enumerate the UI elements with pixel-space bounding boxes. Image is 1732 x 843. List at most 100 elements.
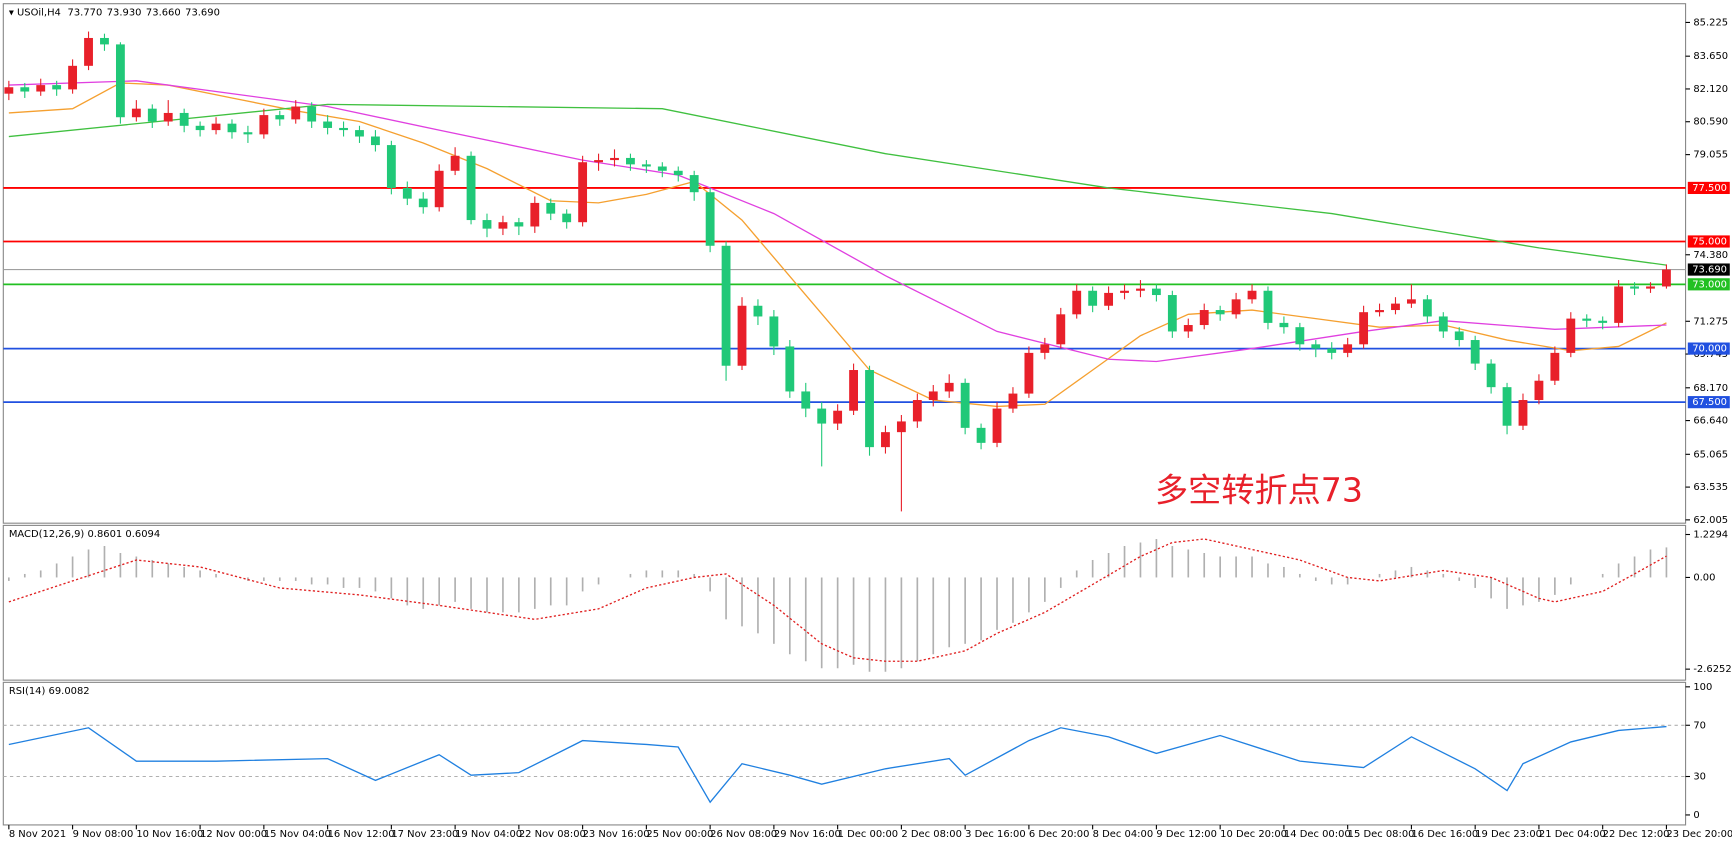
current-price-label: 73.690 bbox=[1692, 265, 1727, 276]
candle-body bbox=[1215, 310, 1225, 315]
x-tick-label: 17 Nov 23:00 bbox=[391, 829, 458, 840]
x-tick-label: 8 Dec 04:00 bbox=[1093, 829, 1154, 840]
x-tick-label: 16 Nov 12:00 bbox=[328, 829, 395, 840]
header-value: 73.930 bbox=[107, 8, 142, 19]
candle-body bbox=[1151, 288, 1161, 296]
moving-average bbox=[8, 103, 1667, 266]
candle-body bbox=[689, 175, 699, 193]
candle-body bbox=[562, 213, 572, 223]
x-tick-label: 21 Dec 04:00 bbox=[1539, 829, 1606, 840]
level-label: 70.000 bbox=[1692, 344, 1727, 355]
candle-body bbox=[1422, 299, 1432, 317]
level-label: 75.000 bbox=[1692, 236, 1727, 247]
x-tick-label: 19 Dec 23:00 bbox=[1475, 829, 1542, 840]
candle-body bbox=[1247, 290, 1257, 300]
candle-body bbox=[195, 125, 205, 131]
x-tick-label: 19 Nov 04:00 bbox=[455, 829, 522, 840]
header-value: 73.660 bbox=[146, 8, 181, 19]
candle-body bbox=[912, 400, 922, 422]
candle-body bbox=[785, 346, 795, 392]
candle-body bbox=[1566, 318, 1576, 353]
candle-body bbox=[307, 106, 317, 122]
candle-body bbox=[896, 421, 906, 433]
candle-body bbox=[84, 37, 93, 66]
y-tick-label: 0 bbox=[1693, 810, 1699, 821]
y-tick-label: 79.055 bbox=[1693, 150, 1728, 161]
chart-title: USOil,H4 bbox=[17, 8, 61, 19]
x-tick-label: 9 Dec 12:00 bbox=[1156, 829, 1217, 840]
candle-body bbox=[992, 408, 1002, 443]
header-value: 73.690 bbox=[185, 8, 220, 19]
level-label-box bbox=[1687, 396, 1730, 409]
annotation: 多空转折点73 bbox=[1155, 471, 1363, 510]
candle-body bbox=[721, 245, 731, 366]
candle-body bbox=[1614, 286, 1624, 323]
candle-body bbox=[610, 157, 619, 161]
candle-body bbox=[163, 112, 173, 122]
x-tick-label: 10 Nov 16:00 bbox=[136, 829, 203, 840]
candle-body bbox=[801, 391, 811, 409]
x-tick-label: 22 Nov 08:00 bbox=[519, 829, 586, 840]
x-tick-label: 9 Nov 08:00 bbox=[73, 829, 134, 840]
x-tick-label: 15 Dec 08:00 bbox=[1348, 829, 1415, 840]
candle-body bbox=[546, 202, 556, 214]
candle-body bbox=[1391, 303, 1400, 311]
candle-body bbox=[1040, 344, 1050, 353]
y-tick-label: 65.065 bbox=[1693, 449, 1728, 460]
header-value: 73.770 bbox=[68, 8, 103, 19]
y-tick-label: 100 bbox=[1693, 682, 1712, 693]
y-tick-label: -2.6252 bbox=[1693, 664, 1731, 675]
moving-average bbox=[8, 80, 1667, 363]
rsi-line bbox=[8, 725, 1667, 804]
candle-body bbox=[1550, 352, 1560, 381]
candle-body bbox=[673, 170, 683, 176]
y-tick-label: 80.590 bbox=[1693, 117, 1728, 128]
candle-body bbox=[594, 160, 603, 163]
candle-body bbox=[833, 410, 843, 424]
candle-body bbox=[1454, 331, 1464, 341]
candle-body bbox=[881, 432, 890, 448]
y-tick-label: 66.640 bbox=[1693, 416, 1728, 427]
candle-body bbox=[4, 87, 14, 94]
candle-body bbox=[1343, 344, 1353, 353]
candle-body bbox=[1295, 327, 1305, 345]
macd-panel bbox=[2, 524, 1687, 681]
candle-body bbox=[1630, 286, 1639, 289]
candle-body bbox=[227, 123, 237, 133]
candle-body bbox=[1024, 352, 1034, 394]
candle-body bbox=[115, 44, 125, 118]
candle-body bbox=[578, 162, 588, 223]
candle-body bbox=[1072, 290, 1082, 315]
candle-body bbox=[179, 112, 189, 126]
x-tick-label: 22 Dec 12:00 bbox=[1603, 829, 1670, 840]
candle-body bbox=[705, 192, 715, 246]
candle-body bbox=[626, 157, 635, 165]
y-tick-label: 74.380 bbox=[1693, 250, 1728, 261]
rsi-panel bbox=[2, 681, 1687, 826]
x-tick-label: 10 Dec 20:00 bbox=[1220, 829, 1287, 840]
x-tick-label: 1 Dec 00:00 bbox=[838, 829, 899, 840]
level-label: 67.500 bbox=[1692, 397, 1727, 408]
x-tick-label: 25 Nov 00:00 bbox=[646, 829, 713, 840]
y-tick-label: 30 bbox=[1693, 772, 1706, 783]
candle-body bbox=[211, 123, 221, 131]
candle-body bbox=[657, 166, 667, 171]
level-label-box bbox=[1687, 181, 1730, 195]
candle-body bbox=[498, 222, 508, 229]
candle-body bbox=[371, 136, 380, 146]
candle-body bbox=[1359, 312, 1369, 345]
x-tick-label: 2 Dec 08:00 bbox=[901, 829, 962, 840]
candle-body bbox=[865, 370, 874, 448]
candle-body bbox=[514, 222, 524, 227]
candle-body bbox=[1120, 290, 1129, 293]
level-label-box bbox=[1687, 235, 1730, 248]
candle-body bbox=[737, 305, 747, 366]
candle-body bbox=[1486, 363, 1496, 388]
candle-body bbox=[450, 155, 460, 171]
y-tick-label: 82.120 bbox=[1693, 84, 1728, 95]
candle-body bbox=[1598, 320, 1608, 323]
x-tick-label: 6 Dec 20:00 bbox=[1029, 829, 1090, 840]
candle-body bbox=[960, 382, 970, 428]
x-tick-label: 26 Nov 08:00 bbox=[710, 829, 777, 840]
current-price-box bbox=[1687, 263, 1730, 276]
